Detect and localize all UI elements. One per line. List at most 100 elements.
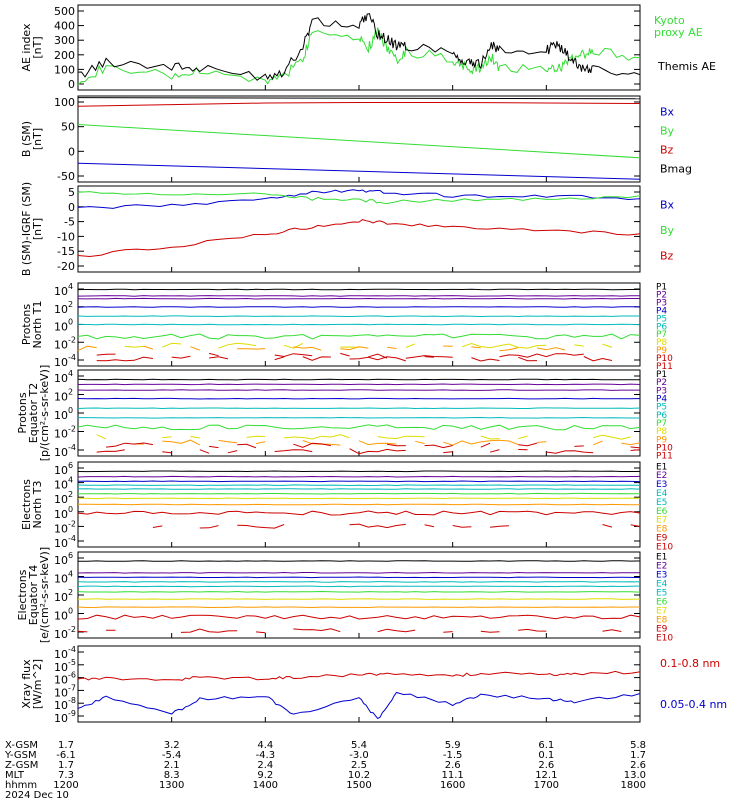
panel-2: 100 50 0 -50 B (SM)[nT] Bx By Bz Bmag [20, 95, 692, 183]
channel-line-segment [209, 356, 229, 360]
channel-line-segment [302, 356, 331, 361]
channel-line [77, 484, 641, 487]
y-tick-exponent: 2 [68, 490, 73, 499]
y-tick-label: 10 [54, 428, 68, 441]
channel-line-segment [340, 346, 369, 351]
y-tick-label: 0 [68, 145, 75, 158]
channel-line [78, 416, 640, 419]
x-axis-value: 1200 [53, 780, 78, 791]
channel-label: P9 [656, 435, 667, 445]
y-tick-label: 10 [54, 712, 68, 725]
panel-frame [77, 369, 641, 457]
panel-3: 5 0 -5-10 -15 -20 B (SM)-IGRF (SM)[nT] Bx By Bz [20, 182, 675, 276]
channel-line-segment [387, 346, 397, 349]
channel-line [77, 503, 640, 506]
y-tick-label: -15 [57, 245, 75, 258]
x-axis-value: 3.2 [164, 740, 180, 751]
series-line-red [77, 670, 641, 681]
channel-line [78, 598, 641, 600]
channel-label: P8 [656, 338, 667, 348]
x-axis-value: 5.9 [445, 740, 461, 751]
x-axis-value: 13.0 [624, 770, 646, 781]
y-tick-exponent: -8 [68, 696, 76, 705]
channel-line [77, 560, 641, 562]
y-tick-exponent: -4 [68, 645, 76, 654]
channel-line [77, 497, 641, 500]
channel-line [77, 571, 640, 574]
x-axis-value: 6.1 [538, 740, 554, 751]
channel-line-segment [368, 353, 388, 359]
panel-frame [77, 551, 641, 639]
y-tick-label: 10 [54, 372, 68, 385]
channel-line [621, 442, 641, 446]
channel-line-segment [593, 434, 631, 440]
y-tick-label: 5 [68, 186, 75, 199]
legend-entry: Kyoto [654, 14, 685, 27]
y-tick-label: 10 [54, 591, 68, 604]
channel-line-segment [293, 628, 341, 633]
x-axis-value: 5.8 [630, 740, 646, 751]
channel-line-segment [349, 523, 406, 529]
channel-line-segment [546, 450, 594, 454]
channel-line-segment [424, 444, 453, 449]
channel-line-segment [208, 352, 219, 357]
channel-line-segment [415, 440, 425, 444]
channel-label: P5 [656, 314, 667, 324]
y-tick-exponent: -9 [68, 709, 76, 718]
channel-line-segment [237, 524, 285, 529]
channel-line-segment [77, 345, 97, 352]
channel-label: E4 [656, 489, 668, 499]
channel-label: E3 [656, 570, 667, 580]
channel-line-segment [358, 440, 397, 446]
y-tick-label: 10 [54, 674, 68, 687]
channel-label: E4 [656, 579, 668, 589]
y-tick-exponent: 2 [68, 300, 73, 309]
channel-line-segment [162, 436, 172, 439]
channel-line-segment [218, 439, 238, 444]
x-axis-row-label: MLT [5, 770, 25, 781]
channel-line-segment [199, 449, 210, 454]
channel-line-segment [293, 346, 322, 351]
channel-label: E7 [656, 516, 667, 526]
y-tick-exponent: 4 [68, 570, 73, 579]
channel-line [77, 576, 641, 579]
series-line-red [77, 219, 641, 258]
channel-line-segment [602, 629, 622, 632]
legend-entry: By [660, 224, 675, 237]
y-axis-label: Electrons [16, 569, 29, 620]
y-tick-label: -20 [57, 260, 75, 273]
channel-line-segment [518, 628, 547, 632]
channel-line-segment [518, 442, 538, 447]
y-tick-exponent: -4 [68, 534, 76, 543]
y-tick-exponent: 0 [68, 318, 73, 327]
channel-label: P1 [656, 283, 667, 293]
series-line-blue [77, 691, 641, 720]
y-axis-label: [nT] [31, 36, 44, 58]
series-line-blue [77, 162, 641, 180]
channel-line-segment [274, 449, 313, 453]
y-tick-exponent: -6 [68, 671, 76, 680]
channel-line-segment [162, 439, 201, 446]
channel-line-segment [255, 441, 266, 445]
channel-line-segment [96, 356, 153, 362]
channel-line-segment [246, 435, 266, 438]
y-tick-label: 100 [54, 63, 75, 76]
y-tick-label: 10 [54, 661, 68, 674]
channel-line-segment [283, 342, 304, 349]
channel-line [77, 470, 641, 473]
y-tick-exponent: 6 [68, 551, 73, 560]
channel-label: E2 [656, 561, 667, 571]
x-axis-value: 2.1 [164, 760, 180, 771]
channel-line-segment [152, 525, 163, 528]
channel-line [630, 449, 641, 451]
legend-entry: 0.1-0.8 nm [660, 657, 720, 670]
x-axis-value: 2.6 [538, 760, 554, 771]
channel-line [77, 585, 641, 588]
x-axis-row-label: hhmm [5, 780, 37, 791]
channel-line [77, 480, 641, 483]
y-axis-label: Equator T4 [27, 565, 40, 625]
channel-line [630, 524, 641, 527]
